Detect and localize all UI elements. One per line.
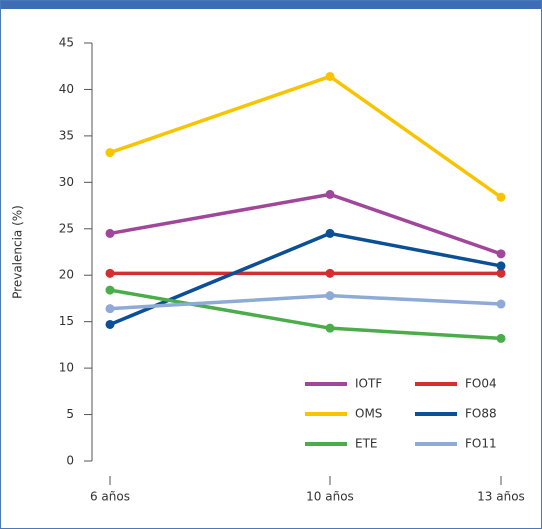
data-point	[325, 268, 335, 278]
data-point	[496, 261, 506, 271]
data-point	[325, 189, 335, 199]
y-tick-label: 35	[59, 128, 74, 142]
x-tick-label: 13 años	[477, 490, 525, 504]
legend-label: IOTF	[355, 377, 382, 391]
data-point	[105, 304, 115, 314]
data-point	[105, 285, 115, 295]
x-tick-label: 10 años	[306, 490, 354, 504]
data-point	[325, 291, 335, 301]
series-line	[109, 231, 502, 327]
legend-label: FO04	[465, 377, 497, 391]
data-point	[105, 268, 115, 278]
data-point	[325, 228, 335, 238]
x-tick-label: 6 años	[90, 490, 130, 504]
series-line	[109, 293, 502, 311]
data-point	[496, 333, 506, 343]
data-point	[105, 148, 115, 158]
data-point	[496, 299, 506, 309]
y-tick-label: 10	[59, 361, 74, 375]
data-point	[496, 249, 506, 259]
y-tick-label: 5	[66, 407, 74, 421]
y-tick-label: 40	[59, 82, 74, 96]
data-point	[496, 192, 506, 202]
header-band	[0, 0, 542, 9]
legend-label: OMS	[355, 407, 382, 421]
y-axis-label: Prevalencia (%)	[11, 205, 25, 299]
data-point	[105, 228, 115, 238]
series-line	[109, 74, 503, 199]
y-tick-label: 20	[59, 268, 74, 282]
y-tick-label: 25	[59, 221, 74, 235]
legend-label: FO88	[465, 407, 497, 421]
y-tick-label: 30	[59, 175, 74, 189]
legend-label: ETE	[355, 437, 378, 451]
y-tick-label: 15	[59, 314, 74, 328]
y-tick-label: 45	[59, 36, 74, 50]
data-point	[105, 319, 115, 329]
y-tick-label: 0	[66, 454, 74, 468]
data-point	[496, 268, 506, 278]
data-point	[325, 323, 335, 333]
legend-label: FO11	[465, 437, 497, 451]
data-point	[325, 71, 335, 81]
